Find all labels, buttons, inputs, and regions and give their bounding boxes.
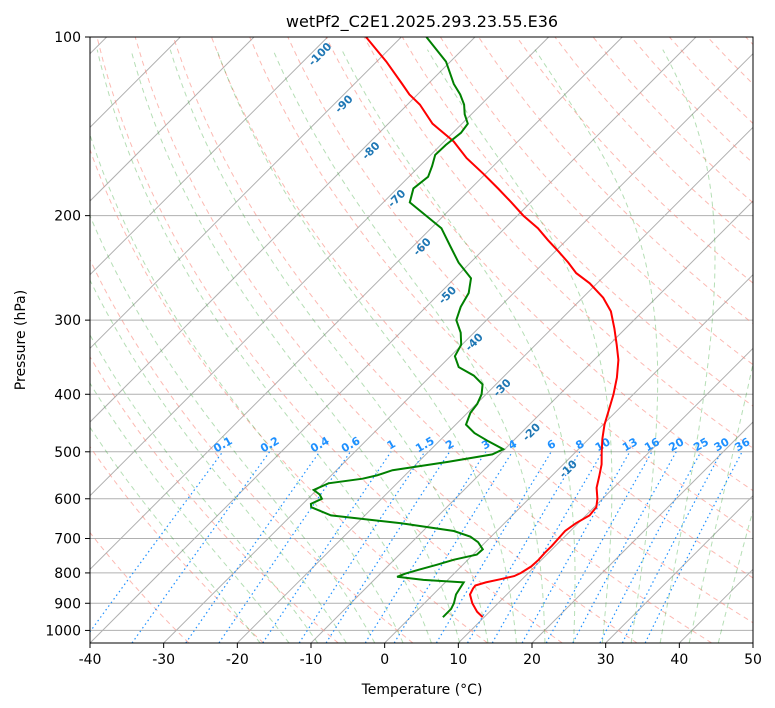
plot-border: [89, 36, 754, 644]
isotherm-line: [90, 37, 623, 571]
x-tick-label: -40: [79, 652, 102, 668]
moist-adiabat-line: [90, 333, 319, 643]
dry-adiabat-line: [516, 37, 753, 284]
dry-adiabat-line: [90, 258, 414, 643]
mixing-ratio-line: [466, 451, 581, 643]
moist-adiabat-line: [90, 279, 347, 643]
moist-adiabat-line: [169, 49, 489, 643]
y-axis-label: Pressure (hPa): [13, 290, 29, 390]
moist-adiabat-line: [90, 214, 376, 643]
x-tick-label: 20: [523, 652, 541, 668]
x-tick-label: 50: [744, 652, 762, 668]
dry-adiabat-line: [90, 445, 264, 643]
mixing-ratio-line: [185, 451, 321, 643]
moist-adiabat-line: [272, 49, 546, 643]
x-tick-label: -10: [300, 652, 323, 668]
dry-adiabat-line: [172, 37, 712, 643]
mixing-ratio-line: [393, 451, 513, 643]
isotherm-line: [605, 494, 753, 643]
axes-frame: -40 -30 -20 -10 0 10 20 30 40 50 100 200 300 400 500 60…: [45, 30, 762, 668]
x-axis-label: Temperature (°C): [361, 682, 483, 698]
isotherm-line: [384, 273, 753, 643]
x-tick-label: 30: [597, 652, 615, 668]
mixing-ratio-line: [599, 451, 702, 643]
dry-adiabat-line: [211, 37, 753, 624]
mixing-ratio-line: [364, 451, 487, 643]
mixing-ratio-line: [218, 451, 351, 643]
dry-adiabat-line: [90, 531, 190, 643]
y-tick-label: 400: [54, 387, 81, 403]
dry-adiabat-line: [96, 37, 563, 643]
mixing-ratio-line: [325, 451, 451, 643]
moist-adiabat-line: [426, 49, 613, 643]
x-tick-label: -20: [226, 652, 249, 668]
isotherm-line: [236, 126, 753, 643]
moist-adiabat-line: [90, 133, 404, 643]
moist-adiabat-line: [659, 49, 716, 643]
y-tick-label: 500: [54, 445, 81, 461]
dry-adiabat-line: [401, 37, 753, 407]
dry-adiabat-line: [287, 37, 753, 535]
isotherm-line: [90, 37, 476, 423]
dry-adiabat-line: [249, 37, 753, 579]
moist-adiabat-line: [534, 49, 659, 643]
dry-adiabat-line: [90, 148, 488, 643]
temperature-profile-line: [365, 37, 620, 618]
mixing-ratio-line: [262, 451, 392, 643]
mixing-ratio-line: [572, 451, 677, 643]
x-tick-label: 0: [380, 652, 389, 668]
y-tick-label: 300: [54, 313, 81, 329]
moist-adiabat-line: [90, 382, 290, 643]
dry-adiabat-line: [439, 37, 753, 366]
dewpoint-profile-line: [309, 37, 506, 618]
isotherm-line: [90, 37, 550, 497]
mixing-ratio-line: [435, 451, 552, 643]
y-tick-label: 600: [54, 492, 81, 508]
moist-adiabat-line: [130, 49, 461, 643]
isotherm-line: [90, 37, 329, 276]
y-tick-label: 900: [54, 596, 81, 612]
y-tick-label: 1000: [45, 623, 81, 639]
mixing-ratio-line: [298, 451, 426, 643]
isotherm-line: [90, 37, 402, 350]
isotherm-line: [457, 347, 753, 643]
moist-adiabat-line: [96, 49, 432, 643]
isotherm-line: [531, 421, 753, 643]
y-tick-label: 800: [54, 566, 81, 582]
y-tick-label: 700: [54, 532, 81, 548]
isotherm-line: [90, 37, 255, 202]
dry-adiabat-line: [134, 37, 638, 643]
isotherm-line: [90, 37, 697, 643]
y-tick-label: 200: [54, 209, 81, 225]
x-tick-label: -30: [152, 652, 175, 668]
isotherm-line: [163, 52, 753, 643]
plot-area: 0.1 0.2 0.4 0.6 1 1.5 2 3 4 6 8 10 13 16 20 25 30 36-100-…: [90, 37, 753, 643]
chart-title: wetPf2_C2E1.2025.293.23.55.E36: [286, 12, 558, 32]
moist-adiabat-line: [90, 426, 261, 643]
x-tick-label: 40: [670, 652, 688, 668]
moist-adiabat-line: [341, 49, 576, 643]
y-tick-label: 100: [54, 30, 81, 46]
x-tick-label: 10: [449, 652, 467, 668]
